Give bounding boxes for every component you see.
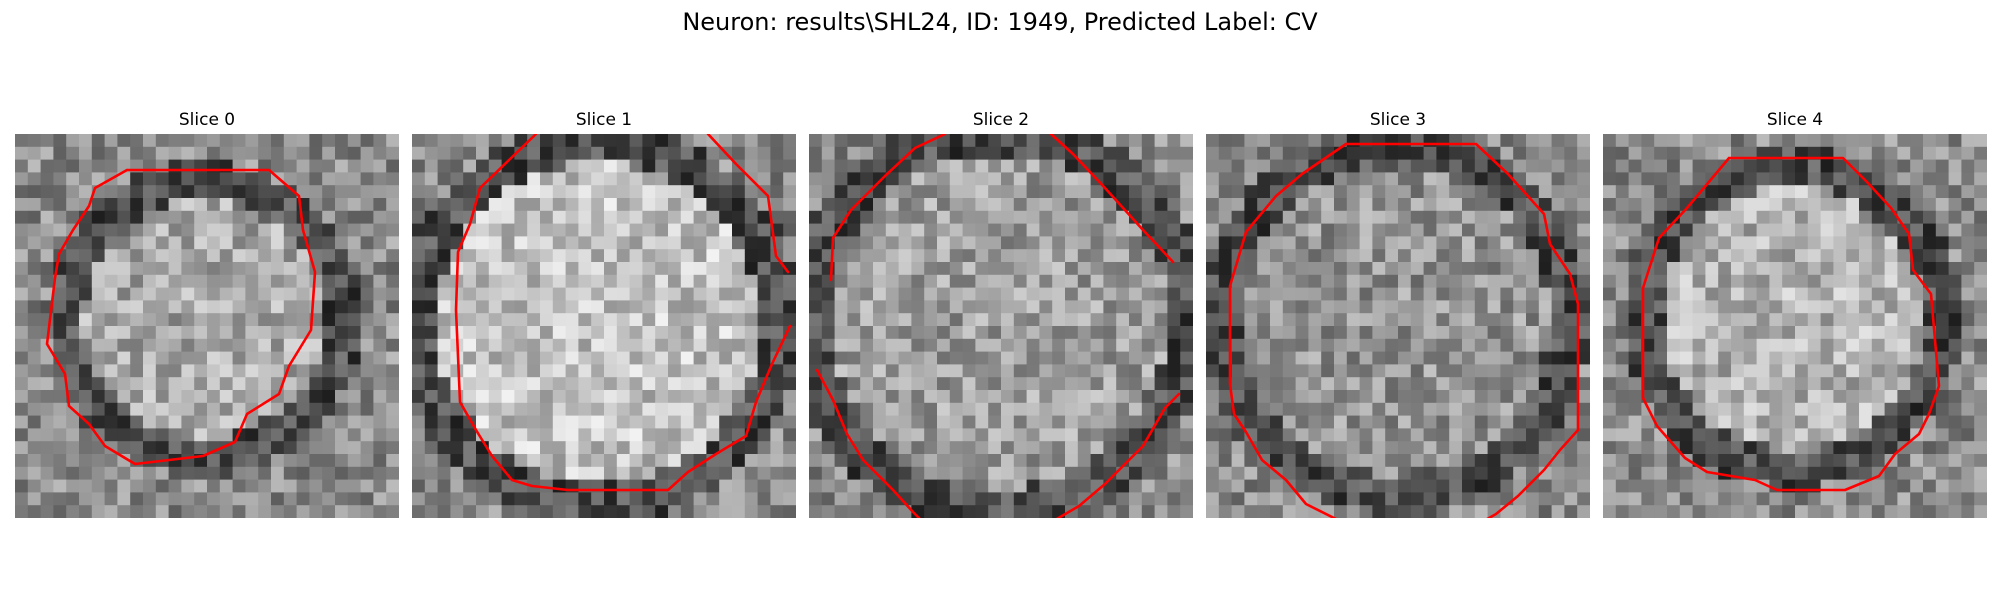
slice-title-3: Slice 3 (1369, 110, 1427, 130)
contour-line-2-2 (815, 368, 921, 518)
slice-image-4 (1603, 134, 1987, 518)
slice-image-2 (809, 134, 1193, 518)
contour-line-1-0 (454, 134, 792, 492)
contour-line-3-0 (1344, 142, 1580, 518)
contour-line-0-0 (45, 168, 317, 466)
slice-image-0 (15, 134, 399, 518)
contour-line-2-3 (1055, 392, 1181, 518)
slice-image-3 (1206, 134, 1590, 518)
slice-title-1: Slice 1 (575, 110, 633, 130)
contour-line-2-0 (829, 134, 947, 282)
contour-line-4-0 (1641, 156, 1941, 492)
slice-image-1 (412, 134, 796, 518)
figure-title: Neuron: results\SHL24, ID: 1949, Predict… (682, 8, 1318, 36)
contour-line-3-1 (1228, 142, 1348, 518)
contour-line-1-1 (706, 134, 790, 274)
slice-title-2: Slice 2 (972, 110, 1030, 130)
slice-title-4: Slice 4 (1766, 110, 1824, 130)
contour-line-2-1 (1049, 134, 1175, 264)
slice-title-0: Slice 0 (178, 110, 236, 130)
